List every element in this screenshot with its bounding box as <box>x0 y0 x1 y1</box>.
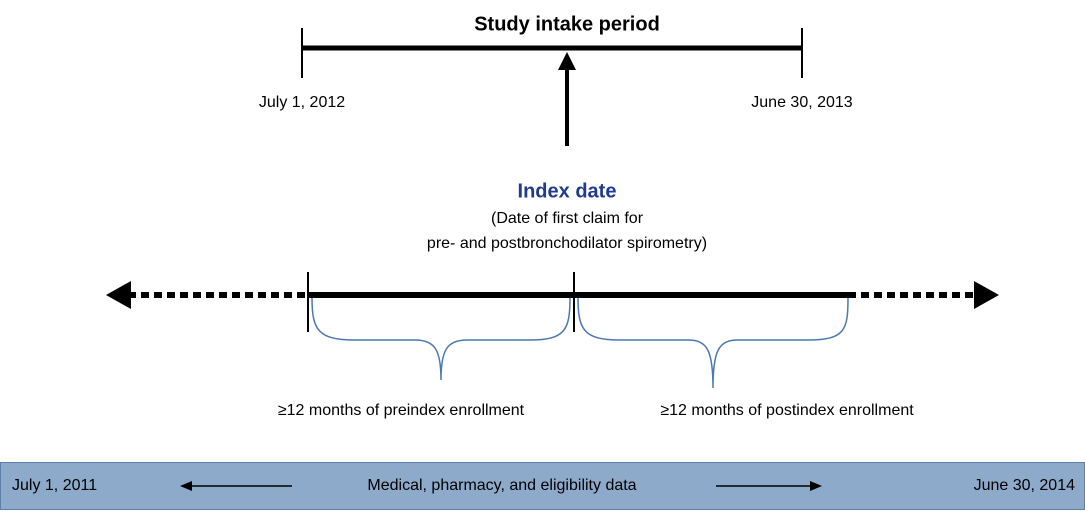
brace <box>577 297 849 389</box>
timeline-arrow-head <box>106 281 131 309</box>
timeline-arrow-head <box>974 281 999 309</box>
data-label: Medical, pharmacy, and eligibility data <box>367 477 636 494</box>
data-arrow-head <box>810 481 822 491</box>
index-arrow-head <box>558 52 576 70</box>
intake-end: June 30, 2013 <box>751 94 853 111</box>
intake-title: Study intake period <box>474 13 660 35</box>
data-start: July 1, 2011 <box>12 477 97 494</box>
data-end: June 30, 2014 <box>974 477 1076 494</box>
post-label: ≥12 months of postindex enrollment <box>660 402 914 419</box>
index-note: pre- and postbronchodilator spirometry) <box>427 235 707 252</box>
data-arrow-head <box>180 481 192 491</box>
index-note: (Date of first claim for <box>491 210 644 227</box>
index-title: Index date <box>518 180 617 202</box>
intake-start: July 1, 2012 <box>259 94 345 111</box>
pre-label: ≥12 months of preindex enrollment <box>278 402 525 419</box>
brace <box>311 297 571 381</box>
